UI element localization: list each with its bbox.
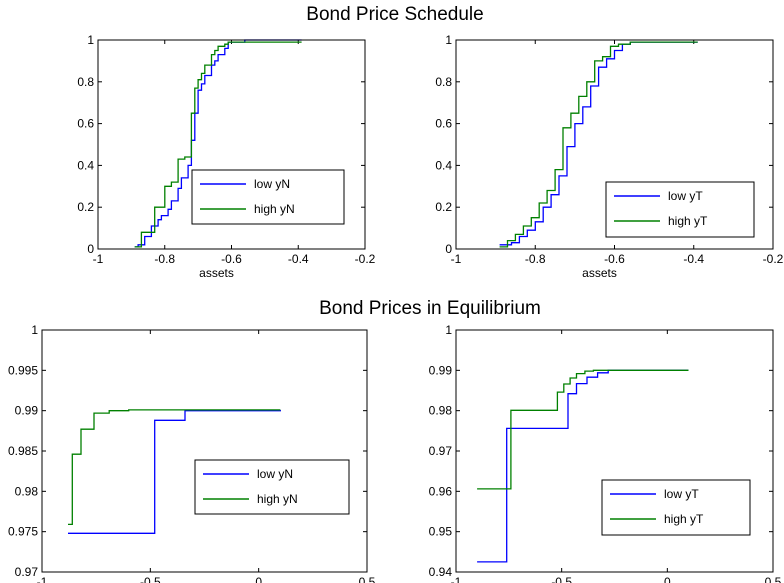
x-tick-label: 0.5 [765, 575, 782, 583]
x-tick-label: -1 [451, 575, 462, 583]
x-tick-label: -0.8 [525, 252, 546, 266]
y-tick-label: 0.2 [435, 200, 452, 214]
x-tick-label: -1 [37, 575, 48, 583]
bottom-title: Bond Prices in Equilibrium [319, 298, 541, 319]
legend-box [194, 459, 350, 515]
legend-label: low yN [254, 177, 290, 191]
x-tick-label: 0 [664, 575, 671, 583]
y-tick-label: 0.96 [429, 484, 453, 498]
legend: low yT high yT [605, 181, 755, 238]
y-tick-label: 0.8 [435, 75, 452, 89]
y-tick-label: 0.975 [8, 525, 38, 539]
plot-area [456, 330, 773, 572]
x-tick-label: 0 [255, 575, 262, 583]
series-line-low-yt [499, 41, 698, 246]
x-axis-label: assets [582, 266, 617, 280]
y-tick-label: 0.995 [8, 363, 38, 377]
y-tick-label: 0.98 [15, 484, 39, 498]
x-tick-label: -0.4 [288, 252, 309, 266]
x-tick-label: -0.8 [154, 252, 175, 266]
legend-box [605, 181, 755, 238]
x-tick-label: -1 [451, 252, 462, 266]
legend-label: high yT [664, 512, 704, 526]
x-axis-label: assets [199, 266, 234, 280]
legend-box [191, 169, 345, 225]
top-title: Bond Price Schedule [306, 4, 483, 25]
legend-label: high yN [257, 492, 298, 506]
legend: low yN high yN [191, 169, 345, 225]
y-tick-label: 0.6 [77, 117, 94, 131]
y-tick-label: 0.6 [435, 117, 452, 131]
y-tick-label: 0 [87, 242, 94, 256]
x-tick-label: -0.2 [763, 252, 784, 266]
legend-label: low yT [668, 189, 703, 203]
legend-label: low yT [664, 487, 699, 501]
y-tick-label: 1 [31, 323, 38, 337]
axes-box [97, 39, 366, 250]
series-line-low-yn [134, 39, 302, 248]
y-tick-label: 0.2 [77, 200, 94, 214]
x-tick-label: -0.6 [221, 252, 242, 266]
y-tick-label: 1 [445, 323, 452, 337]
y-tick-label: 0.4 [435, 158, 452, 172]
y-tick-label: 1 [87, 33, 94, 47]
legend-box [601, 479, 751, 536]
y-tick-label: 0.99 [429, 363, 453, 377]
x-tick-label: -0.5 [140, 575, 161, 583]
y-tick-label: 0.94 [429, 565, 453, 579]
y-tick-label: 0.4 [77, 158, 94, 172]
y-tick-label: 0 [445, 242, 452, 256]
series-line-high-yn [134, 41, 302, 248]
x-tick-label: -0.5 [551, 575, 572, 583]
x-tick-label: -0.6 [604, 252, 625, 266]
legend-label: low yN [257, 467, 293, 481]
x-tick-label: -1 [93, 252, 104, 266]
legend-label: high yN [254, 202, 295, 216]
axes-box [455, 39, 774, 250]
series-line-high-yn [68, 409, 281, 526]
legend: low yT high yT [601, 479, 751, 536]
y-tick-label: 0.98 [429, 404, 453, 418]
y-tick-label: 0.985 [8, 444, 38, 458]
y-tick-label: 0.95 [429, 525, 453, 539]
x-tick-label: -0.4 [683, 252, 704, 266]
y-tick-label: 1 [445, 33, 452, 47]
y-tick-label: 0.8 [77, 75, 94, 89]
y-tick-label: 0.99 [15, 404, 39, 418]
series-line-low-yn [68, 409, 281, 534]
y-tick-label: 0.97 [15, 565, 39, 579]
x-tick-label: -0.2 [355, 252, 376, 266]
chart-panel-4: -1-0.500.50.940.950.960.970.980.991asset… [429, 323, 782, 583]
plot-area [42, 330, 367, 572]
chart-panel-2: -1 -0.8 -0.6 -0.4 -0.2 0 0.2 0.4 0.6 0.8 1 assets lo… [435, 33, 783, 280]
legend: low yN high yN [194, 459, 350, 515]
chart-panel-3: -1-0.500.50.970.9750.980.9850.990.9951as… [8, 323, 376, 583]
axes-box [41, 329, 368, 573]
legend-label: high yT [668, 214, 708, 228]
series-line-low-yt [477, 369, 689, 563]
series-line-high-yt [477, 369, 689, 490]
chart-panels: -1 -0.8 -0.6 -0.4 -0.2 0 0.2 0.4 0.6 0.8 1 assets lo… [8, 33, 784, 583]
axes-box [455, 329, 774, 573]
x-tick-label: 0.5 [359, 575, 376, 583]
y-tick-label: 0.97 [429, 444, 453, 458]
series-line-high-yt [499, 41, 698, 248]
chart-panel-1: -1 -0.8 -0.6 -0.4 -0.2 0 0.2 0.4 0.6 0.8 1 assets lo… [77, 33, 375, 280]
